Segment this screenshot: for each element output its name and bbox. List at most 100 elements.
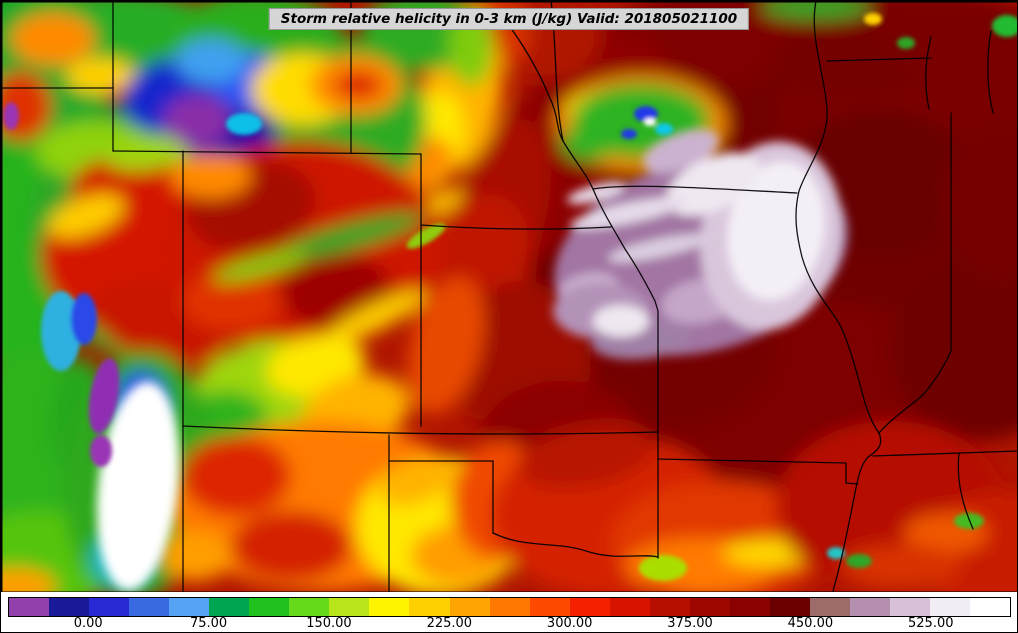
state-border (592, 185, 798, 194)
state-borders-layer (1, 1, 1017, 592)
detail-blob (634, 106, 658, 122)
helicity-detail-layer (3, 13, 1017, 581)
field-blob (561, 125, 617, 161)
colorbar-segment (689, 598, 730, 616)
detail-blob (621, 129, 637, 139)
colorbar-segment (809, 598, 850, 616)
colorbar-labels: 0.00 75.00 150.00 225.00 300.00 375.00 450.00 5… (1, 616, 1017, 632)
colorbar-segment (89, 598, 130, 616)
field-blob (47, 194, 125, 238)
colorbar-segment (169, 598, 210, 616)
state-border (878, 394, 924, 434)
state-border (420, 224, 612, 230)
colorbar-segment (729, 598, 770, 616)
detail-blob (41, 291, 81, 371)
colorbar-segment (49, 598, 90, 616)
detail-blob (846, 554, 872, 568)
plot-title: Storm relative helicity in 0-3 km (J/kg)… (268, 8, 750, 30)
maxima-blob (96, 381, 180, 591)
field-blob (407, 277, 485, 415)
maxima-blob (593, 305, 649, 337)
state-border (957, 452, 974, 530)
colorbar-area: 0.00 75.00 150.00 225.00 300.00 375.00 450.00 5… (1, 592, 1017, 632)
colorbar-tick-label: 75.00 (189, 616, 228, 631)
state-border (826, 57, 932, 62)
colorbar-segment (409, 598, 450, 616)
field-blob (334, 71, 382, 99)
field-blob (11, 13, 95, 65)
colorbar-segment (649, 598, 690, 616)
field-blob (1, 568, 56, 593)
field-blob (171, 154, 251, 198)
detail-blob (639, 555, 687, 581)
detail-blob (226, 113, 262, 135)
field-blob (176, 39, 246, 83)
detail-blob (406, 223, 446, 249)
state-border (987, 30, 994, 114)
colorbar-segment (449, 598, 490, 616)
field-blob (325, 290, 427, 342)
colorbar-segment (209, 598, 250, 616)
detail-blob (644, 118, 656, 126)
maxima-blob (570, 197, 688, 229)
colorbar-segment (9, 598, 50, 616)
colorbar-tick-label: 150.00 (306, 616, 352, 631)
field-blob (841, 544, 961, 588)
colorbar-tick-label: 225.00 (426, 616, 473, 631)
maxima-blob (727, 161, 825, 301)
field-blob (212, 249, 310, 283)
colorbar-segment (369, 598, 410, 616)
colorbar-segment (289, 598, 330, 616)
colorbar (8, 597, 1011, 617)
colorbar-segment (769, 598, 810, 616)
state-border (592, 188, 659, 559)
state-border (795, 1, 882, 592)
field-blob (881, 1, 1017, 71)
state-border (657, 458, 859, 485)
colorbar-segment (129, 598, 170, 616)
colorbar-tick-label: 300.00 (546, 616, 593, 631)
field-blob (106, 135, 196, 171)
detail-blob (954, 513, 984, 529)
maxima-blob (608, 234, 710, 262)
state-border (112, 150, 422, 155)
detail-blob (71, 293, 97, 345)
colorbar-segment (890, 598, 931, 616)
field-blob (377, 456, 455, 506)
colorbar-segment (249, 598, 290, 616)
state-border (492, 532, 659, 558)
field-blob (163, 95, 231, 147)
colorbar-segment (569, 598, 610, 616)
maxima-blob (666, 152, 760, 216)
detail-blob (827, 547, 845, 559)
field-blob (516, 424, 656, 488)
field-blob (66, 58, 136, 94)
detail-blob (88, 358, 120, 434)
detail-blob (90, 435, 112, 467)
state-border (872, 450, 1017, 457)
state-border (182, 425, 659, 435)
colorbar-segment (849, 598, 891, 616)
state-border (925, 36, 932, 110)
detail-blob (992, 15, 1017, 37)
colorbar-segment (329, 598, 370, 616)
field-blob (761, 1, 871, 19)
colorbar-tick-label: 450.00 (787, 616, 834, 631)
colorbar-tick-label: 0.00 (73, 616, 103, 631)
field-blob (181, 271, 281, 331)
colorbar-segment (529, 598, 570, 616)
field-blob (278, 212, 424, 260)
detail-blob (864, 13, 882, 25)
field-blob (181, 436, 291, 516)
state-border (506, 22, 594, 190)
detail-blob (897, 37, 915, 49)
helicity-map (1, 1, 1017, 593)
colorbar-tick-label: 375.00 (667, 616, 713, 631)
field-blob (231, 511, 351, 581)
detail-blob (3, 102, 19, 130)
state-border (922, 112, 952, 396)
colorbar-tick-label: 525.00 (908, 616, 954, 631)
field-blob (941, 121, 1017, 281)
colorbar-segment (970, 598, 1011, 616)
